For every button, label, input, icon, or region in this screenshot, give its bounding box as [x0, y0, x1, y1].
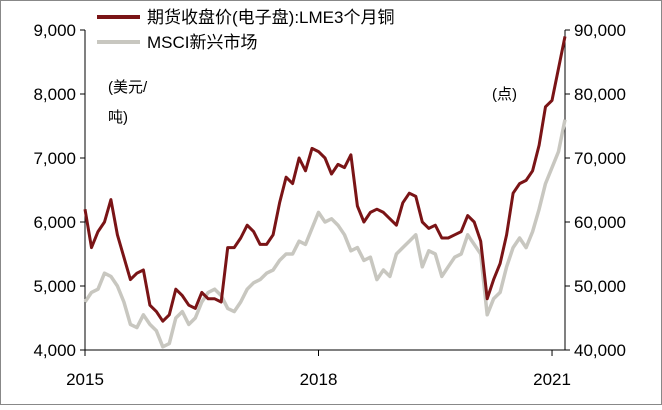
- left-unit-label-line1: (美元/: [108, 79, 148, 96]
- left-y-tick-label: 5,000: [33, 277, 76, 296]
- right-y-tick-label: 50,000: [574, 277, 626, 296]
- left-y-tick-label: 8,000: [33, 85, 76, 104]
- legend-label-msci-em: MSCI新兴市场: [147, 33, 258, 52]
- legend: 期货收盘价(电子盘):LME3个月铜 MSCI新兴市场: [97, 8, 394, 52]
- right-y-ticks: 40,000 50,000 60,000 70,000 80,000 90,000: [565, 21, 626, 360]
- left-unit-label-line2: 吨): [108, 109, 128, 126]
- left-y-tick-label: 9,000: [33, 21, 76, 40]
- x-tick-label: 2021: [533, 370, 571, 389]
- right-y-tick-label: 40,000: [574, 341, 626, 360]
- legend-label-lme-copper: 期货收盘价(电子盘):LME3个月铜: [147, 8, 394, 27]
- right-y-tick-label: 70,000: [574, 149, 626, 168]
- left-y-tick-label: 7,000: [33, 149, 76, 168]
- right-y-tick-label: 60,000: [574, 213, 626, 232]
- series-layer: [83, 36, 567, 349]
- series-line-msci-em: [83, 119, 567, 349]
- x-tick-label: 2015: [66, 370, 104, 389]
- right-unit-label: (点): [492, 86, 517, 103]
- x-tick-label: 2018: [300, 370, 338, 389]
- series-line-lme-copper: [83, 36, 567, 323]
- right-y-tick-label: 90,000: [574, 21, 626, 40]
- right-y-tick-label: 80,000: [574, 85, 626, 104]
- x-ticks: 2015 2018 2021: [66, 350, 571, 389]
- left-y-ticks: 4,000 5,000 6,000 7,000 8,000 9,000: [33, 21, 85, 360]
- left-y-tick-label: 6,000: [33, 213, 76, 232]
- left-y-tick-label: 4,000: [33, 341, 76, 360]
